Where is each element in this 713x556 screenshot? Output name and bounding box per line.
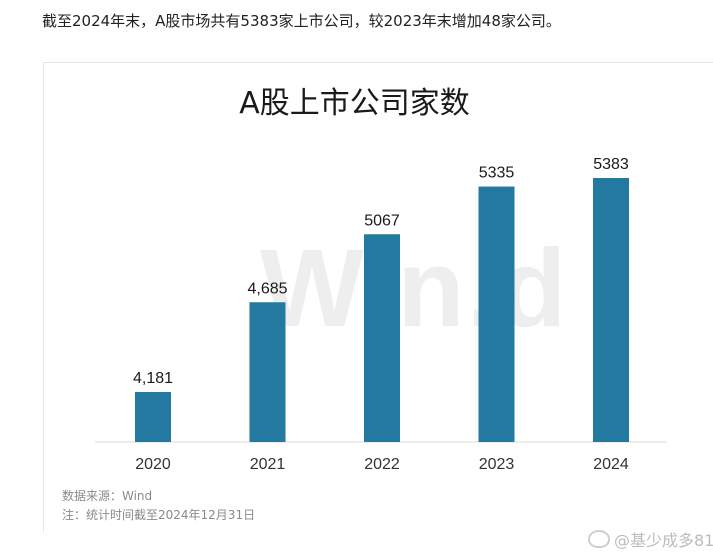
bar-2023 [478, 186, 515, 442]
x-tick-label-2022: 2022 [364, 456, 400, 473]
bar-2022 [364, 234, 400, 442]
data-label-2023: 5335 [479, 165, 515, 182]
bar-2024 [593, 178, 629, 442]
x-tick-label-2020: 2020 [135, 456, 171, 473]
data-label-2024: 5383 [593, 156, 629, 173]
data-label-2022: 5067 [364, 212, 400, 229]
date-note: 注：统计时间截至2024年12月31日 [62, 508, 256, 522]
x-tick-label-2021: 2021 [250, 456, 286, 473]
data-label-2021: 4,685 [247, 280, 287, 297]
signature-text: @基少成多81 [614, 531, 713, 550]
data-source-note: 数据来源：Wind [62, 489, 153, 503]
chart-title: A股上市公司家数 [239, 86, 470, 121]
weibo-signature: @基少成多81 [588, 527, 713, 551]
x-tick-label-2024: 2024 [593, 456, 629, 473]
bar-2021 [249, 302, 286, 442]
weibo-icon [588, 530, 610, 548]
bar-2020 [135, 391, 171, 442]
watermark-logo: Win.d [260, 227, 569, 350]
intro-paragraph: 截至2024年末，A股市场共有5383家上市公司，较2023年末增加48家公司。 [42, 12, 561, 30]
data-label-2020: 4,181 [133, 370, 173, 387]
x-tick-label-2023: 2023 [479, 456, 515, 473]
